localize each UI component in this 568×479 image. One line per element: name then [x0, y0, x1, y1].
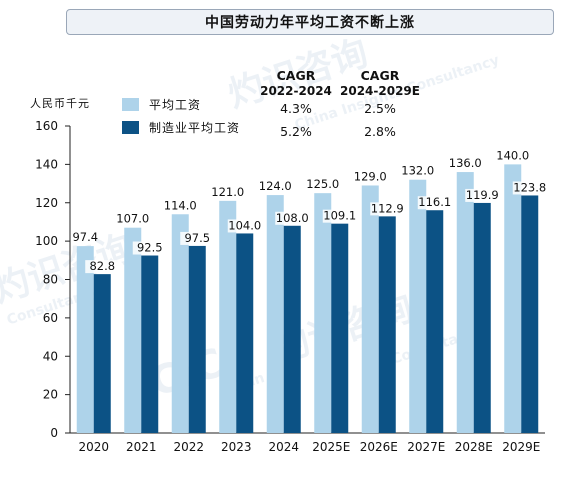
legend-swatch	[122, 121, 139, 134]
y-tick-label: 80	[43, 273, 58, 287]
bar-manufacturing-wage	[378, 216, 396, 433]
bar-manufacturing-wage	[426, 210, 444, 433]
data-label-manufacturing-wage: 108.0	[276, 211, 309, 225]
data-label-average-wage: 140.0	[496, 148, 529, 162]
bar-average-wage	[504, 164, 522, 433]
y-tick-label: 100	[35, 234, 58, 248]
x-tick-label: 2028E	[455, 440, 493, 454]
bar-average-wage	[171, 214, 189, 433]
y-tick-label: 140	[35, 157, 58, 171]
x-tick-label: 2022	[173, 440, 204, 454]
data-label-bg	[227, 219, 262, 233]
data-label-bg	[322, 209, 357, 223]
data-label-bg	[85, 260, 120, 274]
bar-average-wage	[219, 200, 237, 433]
data-label-bg	[132, 241, 167, 255]
x-tick-label: 2026E	[360, 440, 398, 454]
data-label-bg	[512, 181, 547, 195]
chart-title-box: 中国劳动力年平均工资不断上涨	[66, 9, 554, 35]
data-label-average-wage: 107.0	[116, 212, 149, 226]
data-label-average-wage: 136.0	[449, 156, 482, 170]
data-label-bg	[417, 196, 452, 210]
data-label-manufacturing-wage: 92.5	[137, 241, 163, 255]
data-label-bg	[370, 202, 405, 216]
data-label-manufacturing-wage: 112.9	[371, 201, 404, 215]
cagr-header-title: CAGR	[277, 68, 316, 83]
legend-swatch	[122, 98, 139, 111]
data-label-bg	[465, 188, 500, 202]
y-tick-label: 0	[50, 426, 58, 440]
bar-average-wage	[314, 193, 332, 433]
bar-manufacturing-wage	[236, 233, 254, 433]
y-tick-label: 120	[35, 196, 58, 210]
y-axis-label: 人民币千元	[30, 97, 90, 110]
data-label-manufacturing-wage: 123.8	[513, 180, 546, 194]
x-tick-label: 2020	[78, 440, 109, 454]
data-label-average-wage: 97.4	[72, 230, 98, 244]
y-tick-label: 60	[43, 311, 58, 325]
cagr-header-title: CAGR	[361, 68, 400, 83]
data-label-bg	[275, 211, 310, 225]
cagr-value: 2.8%	[364, 124, 396, 139]
data-label-manufacturing-wage: 119.9	[466, 188, 499, 202]
chart-title: 中国劳动力年平均工资不断上涨	[205, 15, 415, 31]
bar-manufacturing-wage	[473, 202, 491, 433]
x-tick-label: 2027E	[407, 440, 445, 454]
cagr-value: 2.5%	[364, 101, 396, 116]
bar-average-wage	[409, 179, 427, 433]
bar-manufacturing-wage	[93, 274, 111, 433]
y-tick-label: 40	[43, 349, 58, 363]
bar-manufacturing-wage	[188, 245, 206, 433]
legend-label: 制造业平均工资	[149, 121, 240, 135]
cagr-value: 5.2%	[280, 124, 312, 139]
data-label-manufacturing-wage: 104.0	[228, 218, 261, 232]
data-label-manufacturing-wage: 82.8	[89, 259, 115, 273]
bar-manufacturing-wage	[331, 223, 349, 433]
cagr-header-period: 2024-2029E	[340, 84, 420, 98]
data-label-manufacturing-wage: 97.5	[184, 231, 210, 245]
bar-average-wage	[361, 185, 379, 433]
bar-manufacturing-wage	[283, 225, 301, 433]
x-tick-label: 2021	[126, 440, 157, 454]
data-label-average-wage: 124.0	[259, 179, 292, 193]
cagr-header-period: 2022-2024	[260, 84, 332, 98]
x-tick-label: 2025E	[312, 440, 350, 454]
bar-average-wage	[76, 246, 94, 433]
data-label-average-wage: 121.0	[211, 185, 244, 199]
data-label-manufacturing-wage: 116.1	[418, 195, 451, 209]
cagr-value: 4.3%	[280, 101, 312, 116]
legend-label: 平均工资	[149, 98, 201, 112]
x-tick-label: 2023	[221, 440, 252, 454]
data-label-bg	[180, 231, 215, 245]
y-tick-label: 20	[43, 388, 58, 402]
x-tick-label: 2024	[268, 440, 299, 454]
bar-average-wage	[266, 195, 284, 433]
data-label-average-wage: 132.0	[401, 164, 434, 178]
data-label-average-wage: 129.0	[354, 169, 387, 183]
bar-average-wage	[456, 172, 474, 434]
bar-average-wage	[124, 227, 142, 433]
data-label-average-wage: 114.0	[164, 198, 197, 212]
x-tick-label: 2029E	[502, 440, 540, 454]
y-tick-label: 160	[35, 119, 58, 133]
data-label-average-wage: 125.0	[306, 177, 339, 191]
bar-manufacturing-wage	[141, 255, 159, 433]
bar-manufacturing-wage	[521, 195, 539, 433]
data-label-manufacturing-wage: 109.1	[323, 209, 356, 223]
